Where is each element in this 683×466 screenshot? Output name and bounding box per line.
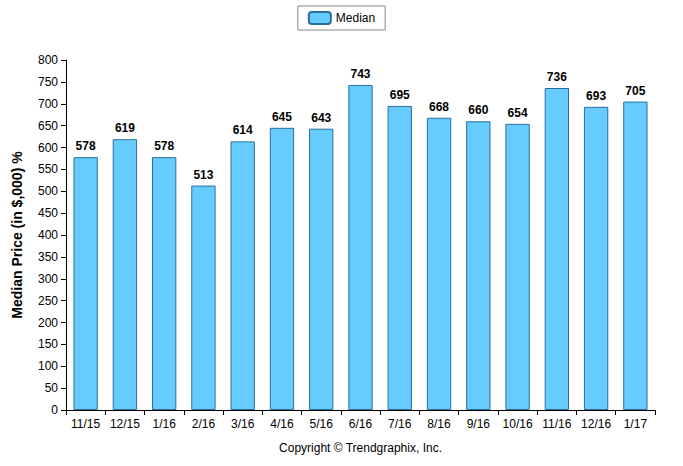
svg-text:743: 743 — [350, 67, 370, 81]
svg-text:0: 0 — [51, 403, 58, 417]
svg-text:Copyright © Trendgraphix, Inc.: Copyright © Trendgraphix, Inc. — [279, 441, 442, 455]
svg-text:600: 600 — [38, 141, 58, 155]
svg-text:12/15: 12/15 — [110, 417, 140, 431]
svg-text:350: 350 — [38, 250, 58, 264]
svg-text:693: 693 — [586, 89, 606, 103]
svg-text:400: 400 — [38, 228, 58, 242]
svg-text:Median Price (in $,000) %: Median Price (in $,000) % — [9, 151, 25, 319]
svg-text:1/16: 1/16 — [152, 417, 176, 431]
svg-text:450: 450 — [38, 206, 58, 220]
svg-text:668: 668 — [429, 100, 449, 114]
svg-text:736: 736 — [547, 70, 567, 84]
svg-text:500: 500 — [38, 184, 58, 198]
svg-text:578: 578 — [154, 139, 174, 153]
svg-text:3/16: 3/16 — [231, 417, 255, 431]
svg-text:8/16: 8/16 — [427, 417, 451, 431]
svg-text:643: 643 — [311, 111, 331, 125]
svg-text:700: 700 — [38, 97, 58, 111]
svg-text:1/17: 1/17 — [624, 417, 648, 431]
svg-text:578: 578 — [76, 139, 96, 153]
svg-text:750: 750 — [38, 75, 58, 89]
svg-text:513: 513 — [193, 168, 213, 182]
svg-text:650: 650 — [38, 119, 58, 133]
svg-text:Median: Median — [336, 11, 375, 25]
svg-text:5/16: 5/16 — [310, 417, 334, 431]
svg-text:660: 660 — [468, 103, 488, 117]
svg-text:705: 705 — [625, 84, 645, 98]
svg-text:695: 695 — [390, 88, 410, 102]
svg-text:619: 619 — [115, 121, 135, 135]
svg-text:150: 150 — [38, 337, 58, 351]
svg-text:100: 100 — [38, 359, 58, 373]
svg-text:250: 250 — [38, 294, 58, 308]
svg-text:300: 300 — [38, 272, 58, 286]
svg-text:4/16: 4/16 — [270, 417, 294, 431]
svg-text:10/16: 10/16 — [503, 417, 533, 431]
svg-text:11/15: 11/15 — [71, 417, 100, 431]
svg-text:2/16: 2/16 — [192, 417, 216, 431]
svg-text:11/16: 11/16 — [542, 417, 571, 431]
svg-text:12/16: 12/16 — [581, 417, 611, 431]
svg-text:200: 200 — [38, 316, 58, 330]
svg-text:7/16: 7/16 — [388, 417, 412, 431]
svg-text:9/16: 9/16 — [467, 417, 491, 431]
svg-text:800: 800 — [38, 53, 58, 67]
svg-text:614: 614 — [233, 123, 253, 137]
svg-text:654: 654 — [508, 106, 528, 120]
svg-text:645: 645 — [272, 110, 292, 124]
svg-text:50: 50 — [45, 381, 59, 395]
svg-text:550: 550 — [38, 162, 58, 176]
svg-text:6/16: 6/16 — [349, 417, 373, 431]
